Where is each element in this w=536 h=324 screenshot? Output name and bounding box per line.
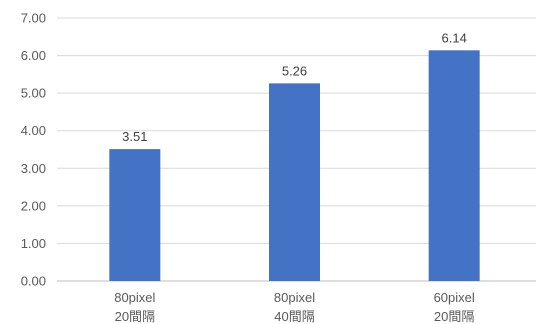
y-tick-label: 5.00 xyxy=(21,86,46,101)
x-category-label: 20間隔 xyxy=(115,309,155,324)
y-tick-label: 1.00 xyxy=(21,236,46,251)
x-category-label: 40間隔 xyxy=(274,309,314,324)
x-category-label: 60pixel xyxy=(434,290,475,305)
y-tick-label: 6.00 xyxy=(21,48,46,63)
y-tick-label: 0.00 xyxy=(21,274,46,289)
y-axis-tick-labels: 0.00 1.00 2.00 3.00 4.00 5.00 6.00 7.00 xyxy=(21,11,46,289)
data-labels: 3.51 5.26 6.14 xyxy=(122,30,467,144)
x-category-label: 20間隔 xyxy=(434,309,474,324)
x-category-label: 80pixel xyxy=(114,290,155,305)
y-tick-label: 4.00 xyxy=(21,123,46,138)
data-label: 6.14 xyxy=(442,30,467,45)
x-axis-category-labels: 80pixel 20間隔 80pixel 40間隔 60pixel 20間隔 xyxy=(114,290,475,324)
data-label: 3.51 xyxy=(122,129,147,144)
bar xyxy=(428,50,480,281)
data-label: 5.26 xyxy=(282,63,307,78)
x-category-label: 80pixel xyxy=(274,290,315,305)
bars xyxy=(109,50,480,281)
bar xyxy=(269,83,320,281)
y-tick-label: 7.00 xyxy=(21,11,46,26)
y-tick-label: 2.00 xyxy=(21,198,46,213)
bar xyxy=(109,149,161,281)
y-tick-label: 3.00 xyxy=(21,161,46,176)
